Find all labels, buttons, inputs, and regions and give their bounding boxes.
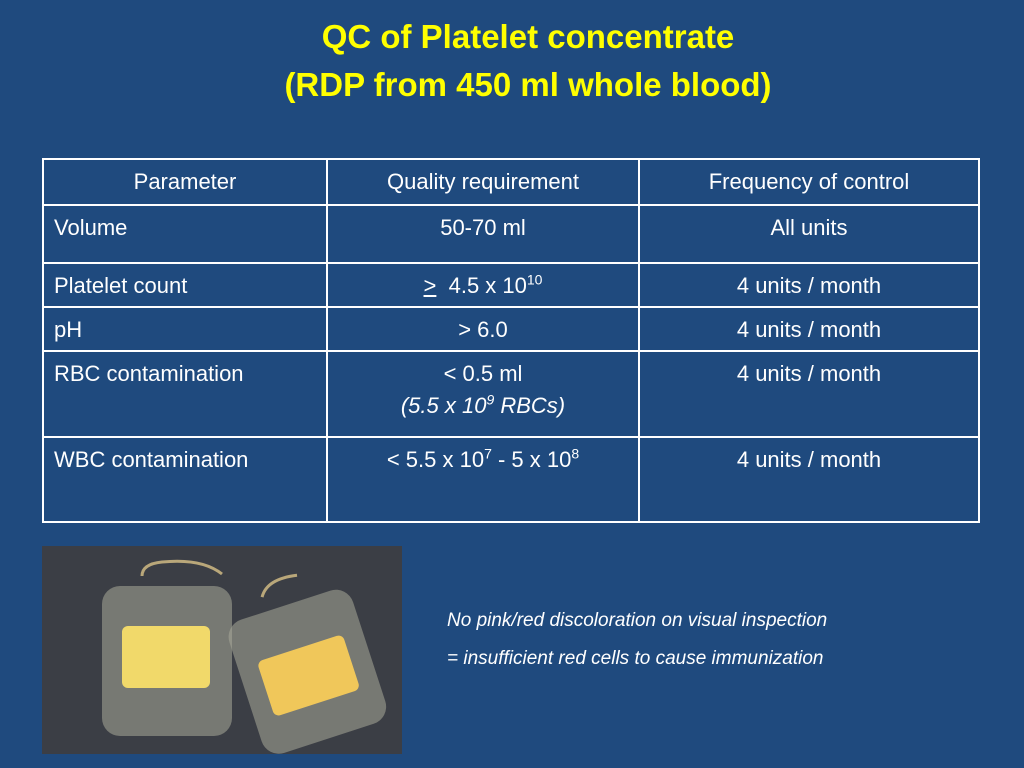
cell: 4 units / month: [638, 262, 980, 308]
cell: 50-70 ml: [326, 204, 640, 264]
cell: Volume: [42, 204, 328, 264]
cell: Platelet count: [42, 262, 328, 308]
row: Platelet count > 4.5 x 1010 4 units / mo…: [42, 262, 980, 308]
note: (5.5 x 109 RBCs): [338, 393, 628, 419]
cell: > 4.5 x 1010: [326, 262, 640, 308]
cell: pH: [42, 306, 328, 352]
exponent: 8: [571, 445, 580, 462]
cell: > 6.0: [326, 306, 640, 352]
header-row: Parameter Quality requirement Frequency …: [42, 158, 980, 206]
caption-line: = insufficient red cells to cause immuni…: [447, 648, 824, 669]
cell: RBC contamination: [42, 350, 328, 438]
text: (5.5 x 10: [400, 393, 487, 418]
cell: < 5.5 x 107 - 5 x 108: [326, 436, 640, 523]
cell: WBC contamination: [42, 436, 328, 523]
row: pH > 6.0 4 units / month: [42, 306, 980, 352]
text: 4.5 x 10: [448, 273, 527, 298]
symbol: >: [423, 273, 437, 298]
row: WBC contamination < 5.5 x 107 - 5 x 108 …: [42, 436, 980, 523]
header-cell: Quality requirement: [326, 158, 640, 206]
cell: 4 units / month: [638, 350, 980, 438]
cell: All units: [638, 204, 980, 264]
cell: < 0.5 ml (5.5 x 109 RBCs): [326, 350, 640, 438]
header-cell: Parameter: [42, 158, 328, 206]
text: < 5.5 x 10: [386, 447, 485, 472]
row: Volume 50-70 ml All units: [42, 204, 980, 264]
text: < 0.5 ml: [443, 361, 523, 386]
exponent: 9: [486, 391, 495, 408]
exponent: 7: [484, 445, 492, 462]
cell: 4 units / month: [638, 306, 980, 352]
text: RBCs): [494, 393, 566, 418]
caption-line: No pink/red discoloration on visual insp…: [447, 610, 828, 631]
title-line: QC of Platelet concentrate: [321, 18, 735, 55]
text: - 5 x 10: [491, 447, 572, 472]
exponent: 10: [526, 271, 543, 288]
cell: 4 units / month: [638, 436, 980, 523]
title-line: (RDP from 450 ml whole blood): [284, 66, 772, 103]
qc-table: Parameter Quality requirement Frequency …: [42, 158, 980, 523]
header-cell: Frequency of control: [638, 158, 980, 206]
platelet-bags-photo: [42, 546, 402, 754]
row: RBC contamination < 0.5 ml (5.5 x 109 RBC…: [42, 350, 980, 438]
